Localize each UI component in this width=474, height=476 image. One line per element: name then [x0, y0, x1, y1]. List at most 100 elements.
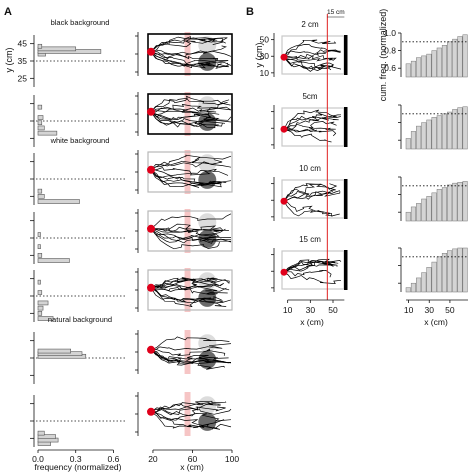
trajectory-line [150, 349, 232, 363]
cumulative-bar [416, 203, 422, 222]
target-band [184, 150, 191, 194]
cumulative-y-tick-label: 0.8 [384, 46, 396, 56]
histogram-x-axis-label: frequency (normalized) [35, 462, 122, 472]
trajectory-line [150, 50, 232, 58]
trajectory-line [150, 111, 232, 121]
trajectory-line [150, 169, 227, 186]
cumulative-bar [441, 187, 447, 222]
histogram-panel-title: natural background [48, 315, 112, 324]
cumulative-bar [431, 50, 437, 78]
histogram-y-tick-label: 35 [18, 56, 28, 66]
histogram-y-tick-label: 25 [18, 73, 28, 83]
cumulative-bar [405, 63, 411, 78]
cumulative-bar [426, 267, 432, 293]
b-trajectory-y-axis-label: y (cm) [254, 43, 264, 68]
cumulative-bar [457, 36, 463, 78]
trajectory-panel [135, 209, 233, 253]
histogram-y-tick-label: 45 [18, 39, 28, 49]
cumulative-panel [398, 247, 468, 293]
trajectory-line [150, 228, 232, 243]
trajectory-x-tick-label: 60 [188, 454, 198, 464]
cumulative-bar [426, 196, 432, 222]
trajectory-line [283, 200, 333, 217]
cumulative-bar [447, 111, 453, 150]
histogram-bar [37, 305, 44, 311]
trajectory-line [150, 287, 228, 296]
trajectory-line [283, 117, 339, 130]
b-start-marker [280, 197, 288, 205]
trajectory-line [283, 128, 332, 143]
histogram-bar [37, 311, 43, 316]
trajectory-line [150, 408, 232, 417]
trajectory-panel [135, 268, 233, 312]
cumulative-bar [436, 189, 442, 222]
trajectory-line [150, 277, 218, 289]
start-marker [147, 345, 155, 354]
histogram-bar [37, 199, 80, 204]
trajectory-line [150, 348, 226, 357]
cumulative-bar [416, 277, 422, 293]
cumulative-bar [441, 45, 447, 78]
trajectory-line [150, 102, 228, 113]
start-marker [147, 47, 155, 56]
trajectory-line [150, 406, 226, 415]
cumulative-bar [421, 122, 427, 150]
cumulative-bar [462, 34, 468, 78]
cumulative-bar [405, 287, 411, 293]
cumulative-panel [398, 176, 468, 222]
trajectory-line [283, 201, 340, 217]
histogram-bar [37, 125, 45, 131]
trajectory-line [283, 109, 337, 130]
cumulative-y-axis-label: cum. freq. (normalized) [378, 9, 388, 102]
trajectory-line [283, 53, 333, 61]
trajectory-line [283, 183, 338, 202]
trajectory-line [150, 169, 222, 188]
cumulative-bar [405, 211, 411, 222]
cumulative-bar [457, 182, 463, 222]
cumulative-bar [431, 192, 437, 222]
cumulative-bar [436, 47, 442, 78]
target-band [184, 92, 191, 136]
histogram-panel [30, 95, 126, 147]
stimulus-dark-disk [198, 52, 217, 71]
b-start-marker [280, 53, 288, 61]
trajectory-x-tick-label: 100 [225, 454, 239, 464]
b-trajectory-panel-title: 2 cm [301, 20, 319, 29]
cumulative-bar [452, 38, 458, 78]
trajectory-line [283, 39, 337, 58]
b-trajectory-x-axis-label: x (cm) [300, 317, 324, 327]
histogram-bar [37, 434, 56, 439]
cumulative-bar [426, 53, 432, 78]
cumulative-bar [405, 138, 411, 150]
b-trajectory-panel: 15 cm [271, 235, 348, 292]
histogram-bar [37, 232, 41, 237]
cumulative-bar [436, 256, 442, 293]
cumulative-panel [398, 104, 468, 150]
cumulative-bar [410, 131, 416, 150]
histogram-bar [37, 46, 77, 52]
trajectory-line [150, 98, 230, 113]
trajectory-line [150, 228, 220, 250]
stimulus-light-disk [198, 96, 217, 115]
b-trajectory-x-tick-label: 30 [306, 305, 316, 315]
trajectory-line [283, 271, 342, 284]
trajectory-x-axis-label: x (cm) [180, 462, 204, 472]
cumulative-bar [431, 117, 437, 150]
trajectory-line [150, 106, 232, 116]
trajectory-line [283, 260, 342, 273]
trajectory-panel [135, 32, 233, 76]
trajectory-line [283, 49, 342, 60]
trajectory-line [150, 107, 232, 113]
trajectory-line [150, 36, 218, 53]
b-barrier [344, 107, 348, 147]
cumulative-bar [447, 41, 453, 78]
cumulative-bar [462, 106, 468, 150]
histogram-x-tick-label: 0.6 [108, 454, 120, 464]
cumulative-x-tick-label: 30 [425, 305, 435, 315]
histogram-x-tick-label: 0.3 [70, 454, 82, 464]
stimulus-dark-disk [198, 112, 217, 131]
b-start-marker [280, 268, 288, 276]
cumulative-bar [441, 253, 447, 293]
